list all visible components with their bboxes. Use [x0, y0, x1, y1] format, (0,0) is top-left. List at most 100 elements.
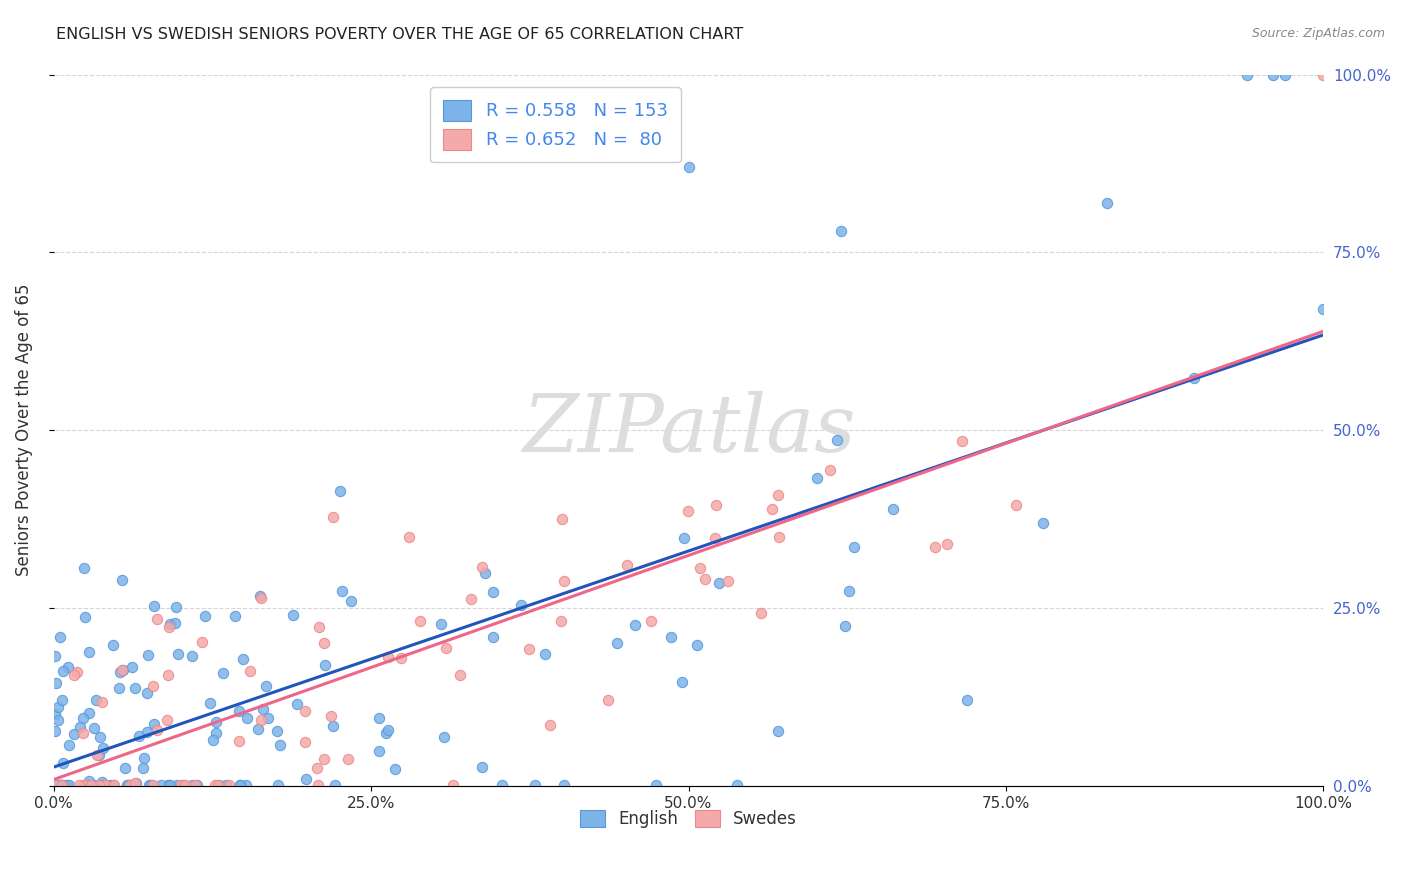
Point [806, 471, 828, 485]
Point [136, 686, 159, 700]
Point [232, 652, 254, 666]
Point [254, 679, 277, 693]
Point [136, 724, 159, 739]
Point [72, 778, 94, 792]
Point [882, 501, 904, 516]
Point [44, 706, 66, 721]
Point [108, 665, 131, 679]
Point [294, 735, 316, 749]
Point [283, 607, 305, 622]
Point [266, 724, 288, 739]
Point [143, 717, 166, 731]
Point [322, 719, 344, 733]
Point [87, 778, 110, 792]
Point [73, 561, 96, 575]
Point [717, 574, 740, 588]
Point [215, 778, 238, 792]
Point [689, 561, 711, 575]
Point [77, 706, 100, 721]
Point [305, 760, 328, 774]
Point [294, 704, 316, 718]
Point [377, 723, 399, 737]
Point [55, 778, 77, 792]
Point [77, 778, 100, 792]
Point [606, 636, 628, 650]
Point [676, 503, 699, 517]
Point [329, 483, 352, 498]
Point [155, 713, 177, 727]
Point [308, 620, 330, 634]
Point [44, 724, 66, 739]
Point [159, 617, 181, 632]
Point [72, 726, 94, 740]
Point [51, 693, 73, 707]
Point [83, 778, 105, 792]
Point [321, 709, 343, 723]
Point [79, 644, 101, 658]
Point [128, 729, 150, 743]
Point [704, 498, 727, 512]
Point [45, 676, 67, 690]
Point [1312, 68, 1334, 82]
Point [474, 566, 496, 581]
Point [208, 778, 231, 792]
Point [83, 721, 105, 735]
Point [1261, 68, 1284, 82]
Point [294, 772, 316, 786]
Point [48, 778, 70, 792]
Point [314, 657, 336, 672]
Point [181, 648, 204, 663]
Point [229, 778, 252, 792]
Point [53, 778, 76, 792]
Point [693, 572, 716, 586]
Point [186, 778, 208, 792]
Point [142, 679, 165, 693]
Point [86, 748, 108, 763]
Point [125, 776, 148, 790]
Point [471, 559, 494, 574]
Point [430, 617, 453, 632]
Y-axis label: Seniors Poverty Over the Age of 65: Seniors Poverty Over the Age of 65 [15, 284, 32, 576]
Point [90, 695, 112, 709]
Point [204, 726, 226, 740]
Point [84, 693, 107, 707]
Point [842, 540, 865, 554]
Point [157, 668, 180, 682]
Point [673, 531, 696, 545]
Point [389, 651, 412, 665]
Point [257, 711, 280, 725]
Point [66, 665, 89, 679]
Point [460, 592, 482, 607]
Point [441, 778, 464, 792]
Point [827, 433, 849, 447]
Point [367, 744, 389, 758]
Point [132, 761, 155, 775]
Point [834, 618, 856, 632]
Point [73, 610, 96, 624]
Point [77, 778, 100, 792]
Point [94, 778, 117, 792]
Point [194, 608, 217, 623]
Point [449, 668, 471, 682]
Point [184, 778, 207, 792]
Point [146, 723, 169, 738]
Point [678, 160, 700, 174]
Point [145, 612, 167, 626]
Point [79, 773, 101, 788]
Text: ENGLISH VS SWEDISH SENIORS POVERTY OVER THE AGE OF 65 CORRELATION CHART: ENGLISH VS SWEDISH SENIORS POVERTY OVER … [56, 27, 744, 42]
Point [433, 731, 456, 745]
Point [44, 778, 66, 792]
Point [173, 778, 195, 792]
Point [761, 501, 783, 516]
Point [323, 778, 346, 792]
Point [107, 681, 129, 695]
Point [218, 778, 240, 792]
Point [90, 778, 112, 792]
Point [491, 778, 513, 792]
Point [172, 778, 194, 792]
Point [340, 593, 363, 607]
Point [159, 778, 181, 792]
Point [79, 778, 101, 792]
Point [332, 584, 354, 599]
Point [322, 510, 344, 524]
